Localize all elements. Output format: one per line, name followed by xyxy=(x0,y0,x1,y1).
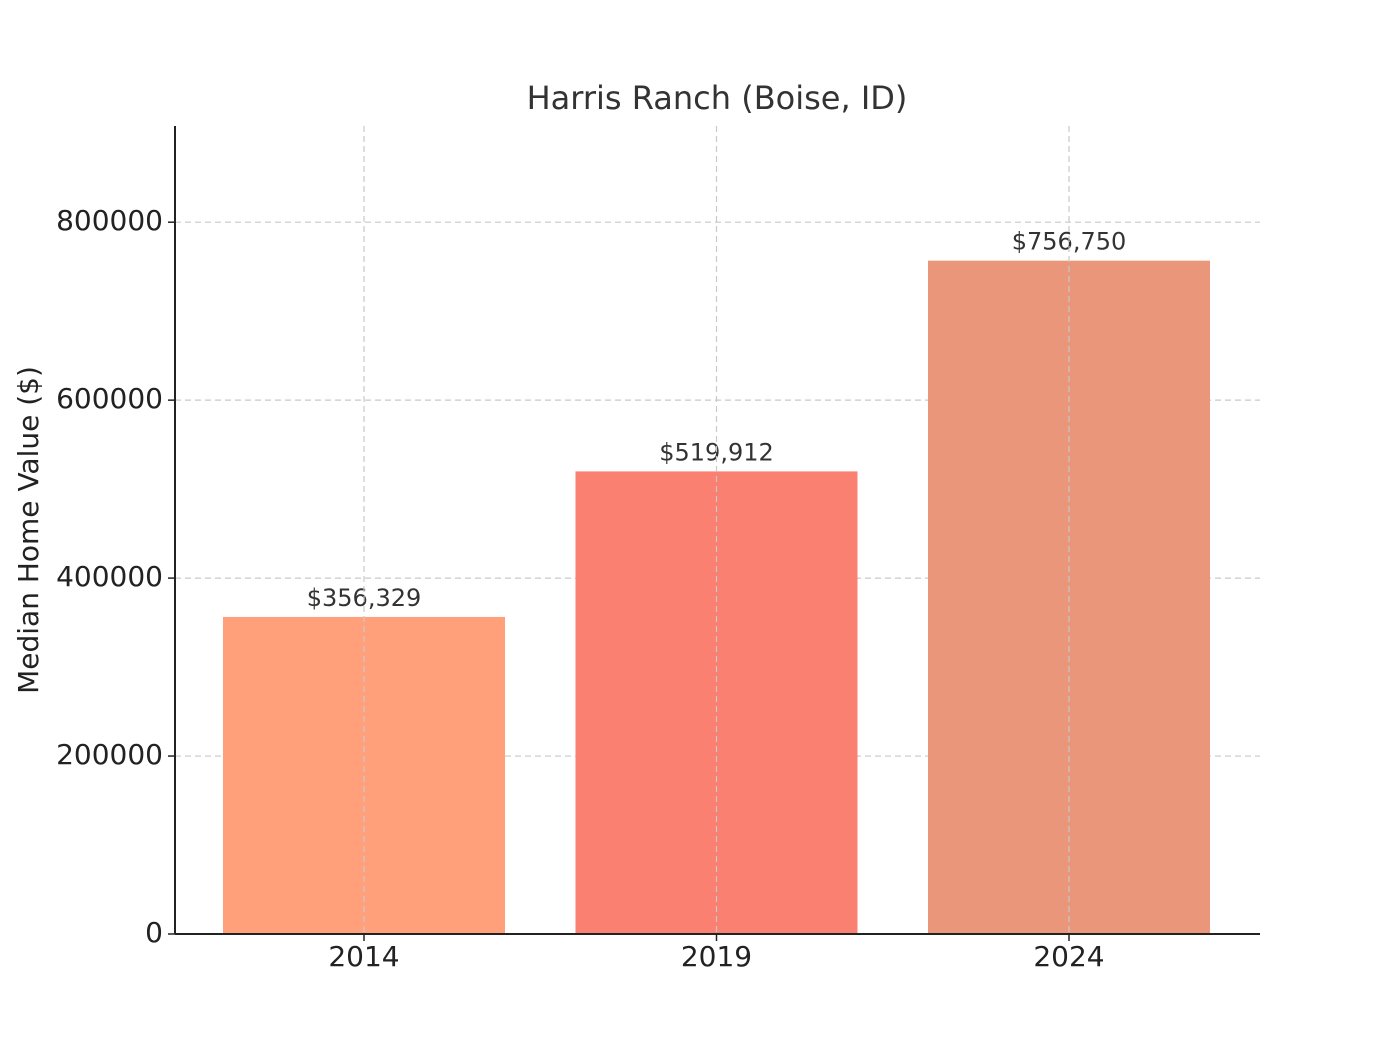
y-tick-label: 200000 xyxy=(56,738,163,771)
x-tick-label: 2024 xyxy=(1033,940,1104,973)
chart-title: Harris Ranch (Boise, ID) xyxy=(527,79,908,117)
x-tick-label: 2014 xyxy=(328,940,399,973)
y-tick-label: 600000 xyxy=(56,382,163,415)
x-tick-label: 2019 xyxy=(681,940,752,973)
y-tick-label: 400000 xyxy=(56,560,163,593)
y-axis-label: Median Home Value ($) xyxy=(12,366,45,694)
y-tick-label: 800000 xyxy=(56,204,163,237)
value-label: $519,912 xyxy=(659,438,774,466)
y-tick-label: 0 xyxy=(145,916,163,949)
